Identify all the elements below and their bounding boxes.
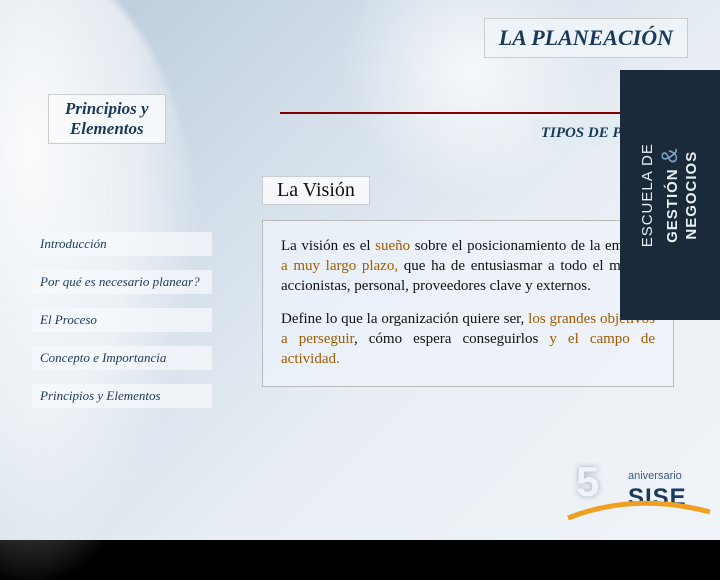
section-heading-box: La Visión (262, 176, 370, 205)
brand-line1: ESCUELA DE (639, 143, 656, 247)
anniversary-arc-icon (564, 490, 714, 530)
page-title: LA PLANEACIÓN (499, 25, 673, 50)
brand-ampersand: & (657, 147, 682, 163)
sidebar-item-introduccion[interactable]: Introducción (32, 232, 212, 256)
brand-strip: ESCUELA DE GESTIÓN & NEGOCIOS (620, 70, 720, 320)
title-box: LA PLANEACIÓN (484, 18, 688, 58)
sidebar-item-label: Principios y Elementos (40, 388, 161, 403)
section-heading: La Visión (277, 179, 355, 201)
subtitle-line1: Principios y (65, 99, 149, 118)
text-run: Define lo que la organización quiere ser… (281, 311, 528, 327)
sidebar-item-label: Introducción (40, 236, 107, 251)
brand-line2: GESTIÓN (664, 163, 681, 243)
text-run: La visión es el (281, 238, 375, 254)
slide: LA PLANEACIÓN Principios y Elementos TIP… (0, 0, 720, 540)
text-run: sobre el posicionamiento de la empresa (410, 238, 655, 254)
sidebar-item-label: Concepto e Importancia (40, 350, 166, 365)
sidebar-item-porque[interactable]: Por qué es necesario planear? (32, 270, 212, 294)
subtitle-line2: Elementos (70, 119, 144, 138)
sidebar-item-concepto[interactable]: Concepto e Importancia (32, 346, 212, 370)
sidebar-item-proceso[interactable]: El Proceso (32, 308, 212, 332)
text-highlight: sueño (375, 238, 410, 254)
sidebar-item-label: Por qué es necesario planear? (40, 274, 200, 289)
content-box: La visión es el sueño sobre el posiciona… (262, 220, 674, 387)
text-highlight: a muy largo plazo, (281, 258, 398, 274)
sidebar: Introducción Por qué es necesario planea… (32, 232, 212, 408)
content-paragraph-1: La visión es el sueño sobre el posiciona… (281, 237, 655, 296)
sidebar-item-label: El Proceso (40, 312, 97, 327)
sidebar-item-principios[interactable]: Principios y Elementos (32, 384, 212, 408)
text-run: , cómo espera conseguirlos (354, 331, 549, 347)
anniversary-logo: 5 aniversario SISE (572, 460, 712, 530)
anniversary-word: aniversario (628, 470, 682, 482)
content-paragraph-2: Define lo que la organización quiere ser… (281, 310, 655, 369)
brand-text: ESCUELA DE GESTIÓN & NEGOCIOS (639, 143, 701, 247)
brand-line3: NEGOCIOS (683, 151, 700, 240)
subtitle-box: Principios y Elementos (48, 94, 166, 144)
